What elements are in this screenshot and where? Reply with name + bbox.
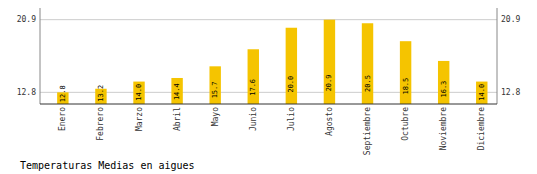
data-label: 15.7 bbox=[211, 81, 219, 98]
data-label: 12.8 bbox=[59, 85, 67, 102]
bars bbox=[57, 20, 487, 104]
chart-container: 12.8 13.2 14.0 14.4 15.7 17.6 20.0 20.9 20.5 18.5… bbox=[0, 0, 537, 174]
y-axis-line bbox=[40, 8, 41, 104]
data-label: 17.6 bbox=[249, 79, 257, 96]
data-label: 14.4 bbox=[173, 83, 181, 100]
data-label: 14.0 bbox=[135, 84, 143, 101]
bar bbox=[438, 61, 449, 104]
bar bbox=[362, 23, 373, 104]
bar bbox=[286, 28, 297, 104]
data-label: 18.5 bbox=[402, 78, 410, 95]
data-label: 14.0 bbox=[478, 84, 486, 101]
grid-line bbox=[40, 19, 497, 20]
bar bbox=[171, 78, 182, 104]
y2-tick-label: 20.9 bbox=[501, 15, 520, 24]
x-axis-line bbox=[40, 104, 497, 105]
y-tick-label: 12.8 bbox=[17, 88, 36, 97]
bar bbox=[133, 82, 144, 104]
y-tick-label: 20.9 bbox=[17, 15, 36, 24]
x-tick-label: Junio bbox=[249, 107, 258, 131]
y2-tick-label: 12.8 bbox=[501, 88, 520, 97]
x-tick-label: Septiembre bbox=[363, 107, 372, 155]
bar bbox=[400, 41, 411, 104]
x-tick-label: Abril bbox=[173, 107, 182, 131]
y2-axis-line bbox=[497, 8, 498, 104]
data-label: 16.3 bbox=[440, 81, 448, 98]
data-label: 13.2 bbox=[97, 85, 105, 102]
grid-line bbox=[40, 92, 497, 93]
x-tick-label: Febrero bbox=[96, 107, 105, 141]
data-label: 20.5 bbox=[364, 75, 372, 92]
x-tick-label: Octubre bbox=[401, 107, 410, 141]
bar bbox=[209, 66, 220, 104]
bar bbox=[248, 49, 259, 104]
x-tick-label: Diciembre bbox=[477, 107, 486, 151]
data-label: 20.0 bbox=[287, 76, 295, 93]
x-tick-label: Enero bbox=[58, 107, 67, 131]
x-tick-label: Agosto bbox=[325, 107, 334, 136]
x-tick-label: Mayo bbox=[211, 107, 220, 126]
data-label: 20.9 bbox=[325, 74, 333, 91]
x-tick-label: Noviembre bbox=[439, 107, 448, 151]
chart-svg: 12.8 13.2 14.0 14.4 15.7 17.6 20.0 20.9 20.5 18.5… bbox=[0, 0, 537, 174]
bar bbox=[324, 20, 335, 104]
bar bbox=[476, 82, 487, 104]
x-tick-label: Julio bbox=[287, 107, 296, 131]
title: Temperaturas Medias en aigues bbox=[20, 160, 195, 171]
x-tick-label: Marzo bbox=[135, 107, 144, 131]
